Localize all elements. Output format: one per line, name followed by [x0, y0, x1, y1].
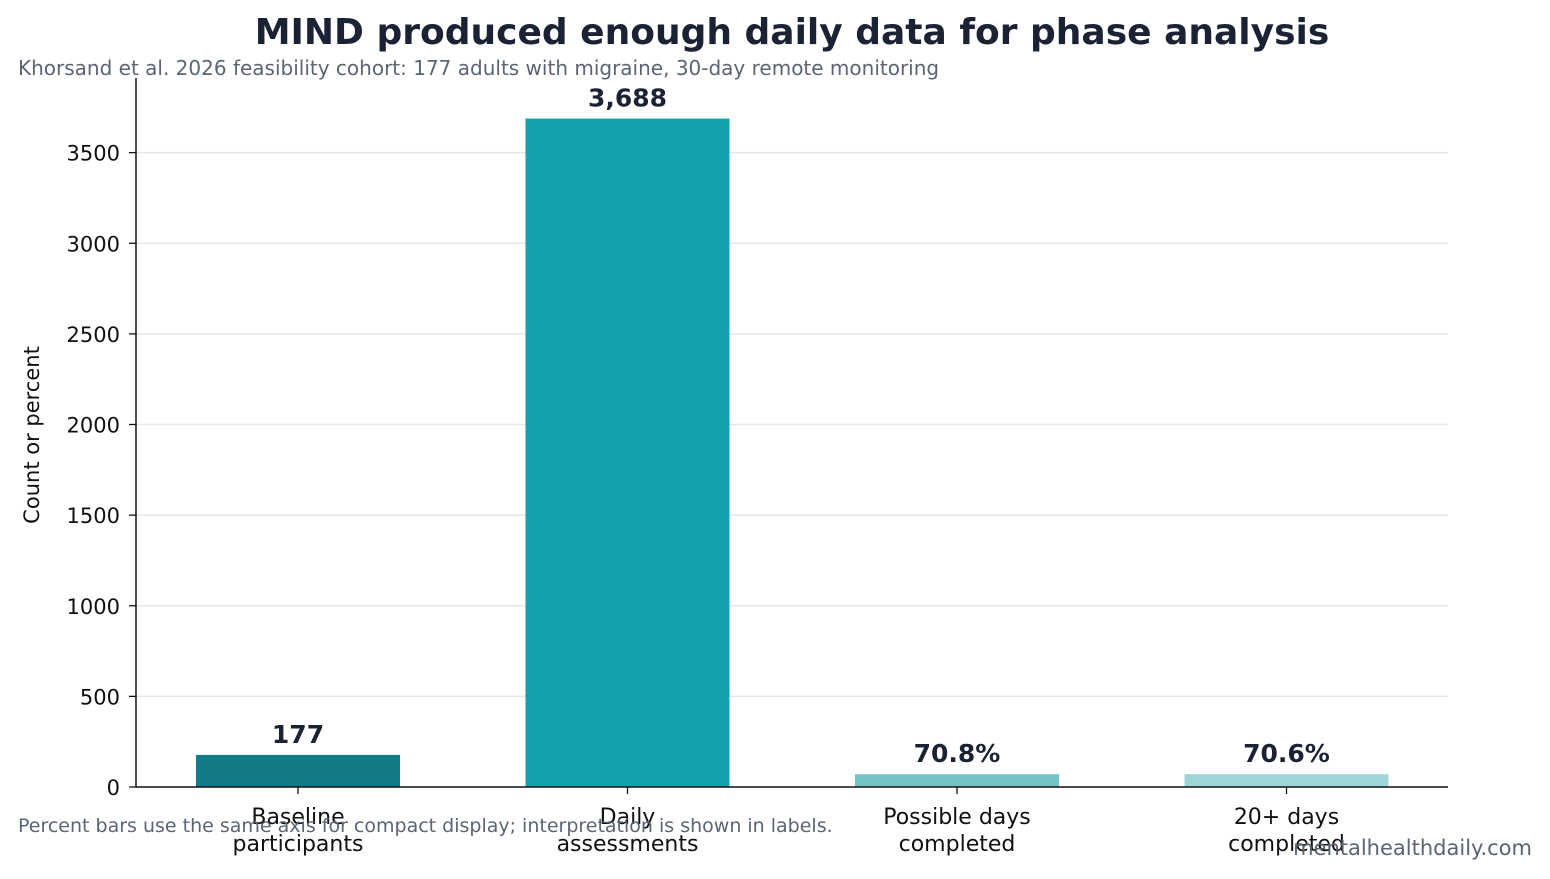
x-tick-label-line: Daily	[600, 805, 656, 830]
y-tick-label: 1000	[67, 595, 120, 619]
data-label: 177	[272, 720, 324, 749]
chart-title: MIND produced enough daily data for phas…	[254, 12, 1330, 53]
source-credit: mentalhealthdaily.com	[1293, 836, 1532, 860]
y-tick-label: 500	[80, 685, 120, 709]
y-axis-title: Count or percent	[20, 346, 44, 524]
y-tick-label: 3000	[67, 232, 120, 256]
data-label: 70.6%	[1243, 739, 1330, 768]
chart-subtitle: Khorsand et al. 2026 feasibility cohort:…	[18, 56, 940, 80]
data-label: 3,688	[588, 84, 667, 113]
x-tick-label: Possible days completed	[883, 805, 1031, 857]
y-tick-label: 1500	[67, 504, 120, 528]
x-tick-label-line: completed	[899, 832, 1016, 857]
chart-footnote: Percent bars use the same axis for compa…	[18, 815, 833, 837]
x-tick-label-line: 20+ days	[1234, 805, 1339, 830]
y-tick-label: 2500	[67, 323, 120, 347]
x-tick-label-line: Baseline	[251, 805, 344, 830]
y-tick-label: 0	[107, 776, 120, 800]
bar	[855, 774, 1059, 787]
y-tick-label: 3500	[67, 142, 120, 166]
x-tick-label: Baseline participants	[233, 805, 364, 857]
x-tick-label: 20+ days completed	[1228, 805, 1345, 857]
bar	[1184, 774, 1389, 787]
y-tick-label: 2000	[67, 414, 120, 438]
x-tick-label-line: assessments	[557, 832, 699, 857]
data-label: 70.8%	[914, 739, 1001, 768]
x-tick-label-line: Possible days	[883, 805, 1031, 830]
x-tick-label-line: completed	[1228, 832, 1345, 857]
bar	[196, 754, 400, 787]
bar	[525, 118, 730, 788]
x-tick-label-line: participants	[233, 832, 364, 857]
x-tick-label: Daily assessments	[557, 805, 699, 857]
